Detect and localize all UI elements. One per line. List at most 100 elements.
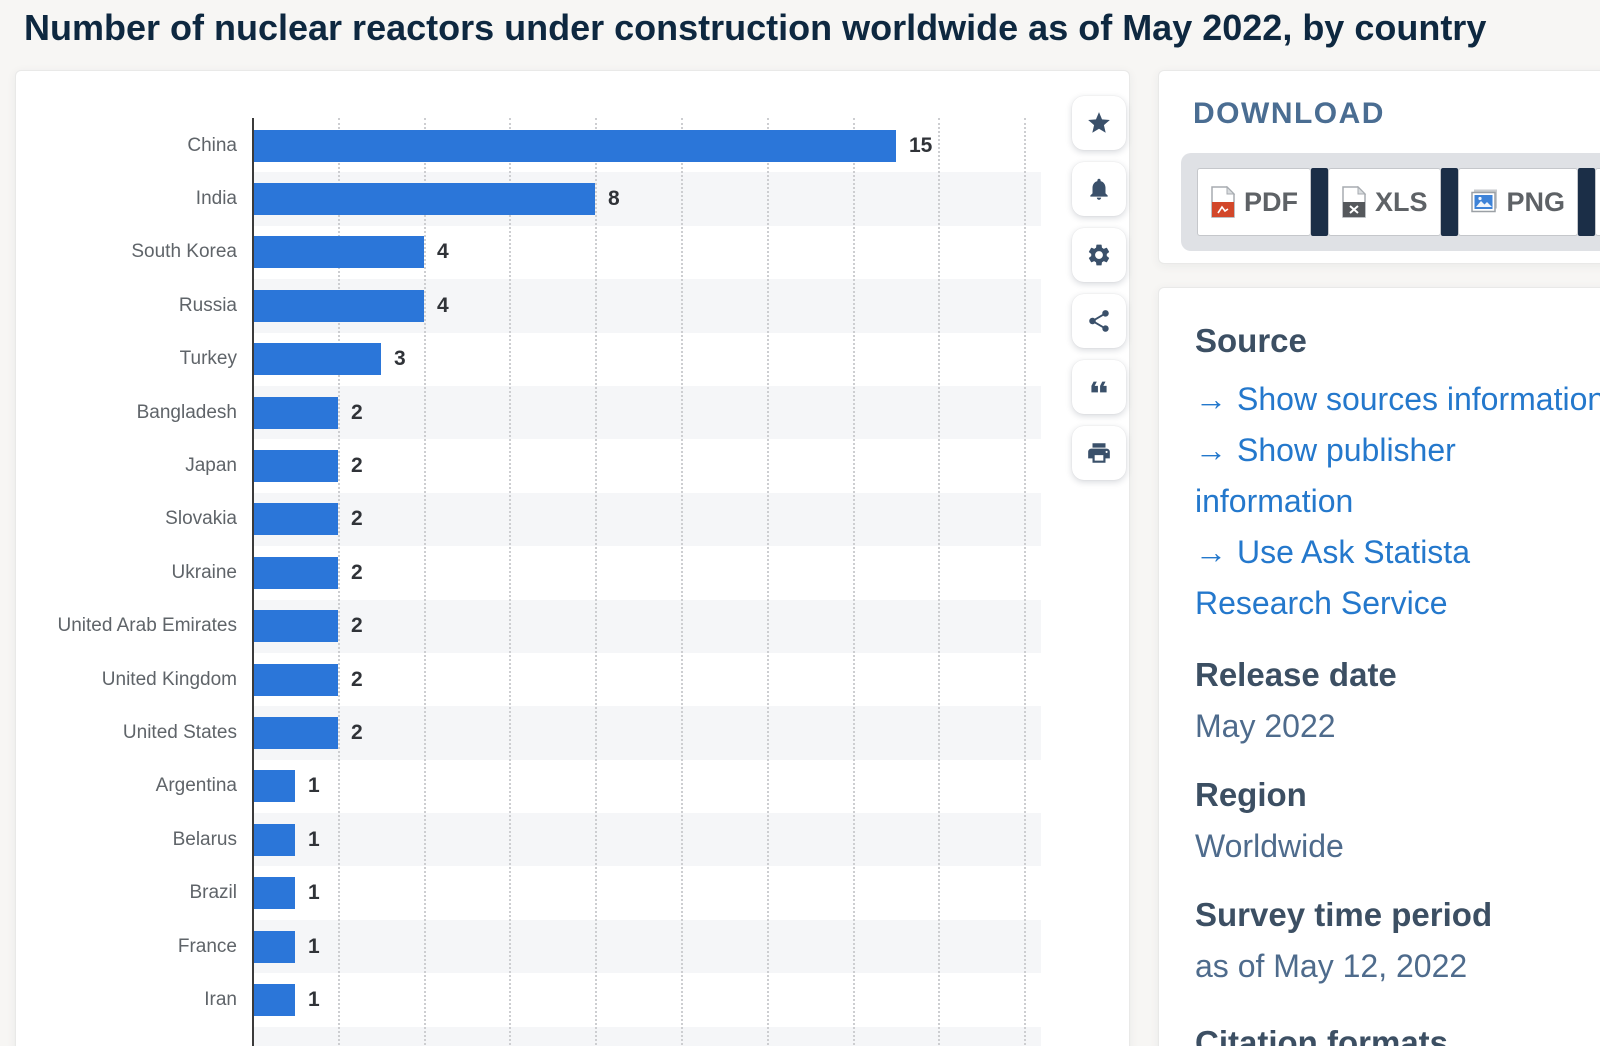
chart-row: South Korea 4	[16, 226, 1129, 279]
value-label: 3	[394, 347, 406, 371]
category-label: Russia	[178, 294, 237, 316]
download-xls-label: XLS	[1375, 186, 1428, 217]
chart-row: United Arab Emirates 2	[16, 599, 1129, 653]
bar[interactable]	[252, 289, 424, 322]
download-card: DOWNLOAD PDF XLS	[1158, 70, 1600, 264]
chart-row: France 1	[16, 919, 1129, 974]
category-label: Ukraine	[171, 561, 237, 583]
bar[interactable]	[252, 770, 295, 803]
bar[interactable]	[252, 129, 896, 162]
cite-button[interactable]	[1072, 360, 1126, 414]
settings-button[interactable]	[1072, 228, 1126, 282]
value-label: 1	[308, 827, 320, 851]
row-plot-area: 2	[252, 653, 1041, 706]
release-date-section: Release date May 2022	[1195, 655, 1600, 749]
region-heading: Region	[1195, 776, 1307, 813]
download-png-button[interactable]: PNG	[1457, 168, 1579, 236]
category-label: Turkey	[179, 348, 237, 370]
chart-toolbar	[1072, 96, 1126, 492]
row-plot-area: 15	[252, 119, 1041, 172]
bar[interactable]	[252, 450, 338, 483]
value-label: 1	[308, 987, 320, 1011]
chart-row: Russia 4	[16, 279, 1129, 333]
citation-section: Citation formats	[1195, 1023, 1600, 1046]
row-plot-area: 2	[252, 706, 1041, 760]
download-pdf-label: PDF	[1244, 186, 1298, 217]
share-button[interactable]	[1072, 294, 1126, 348]
download-pdf-button[interactable]: PDF	[1197, 168, 1311, 236]
chart-card: China 15 India 8 South Korea 4 Russia 4 Turkey 3 B…	[15, 70, 1130, 1046]
show-sources-link-label: Show sources information	[1237, 381, 1600, 417]
value-label: 2	[351, 454, 363, 478]
gear-icon	[1088, 244, 1110, 266]
row-plot-area: 3	[252, 333, 1041, 386]
arrow-icon: →	[1195, 381, 1227, 417]
bar[interactable]	[252, 663, 338, 696]
print-button[interactable]	[1072, 426, 1126, 480]
bar[interactable]	[252, 556, 338, 589]
arrow-icon: →	[1195, 432, 1227, 468]
favorite-button[interactable]	[1072, 96, 1126, 150]
chart-row: United States 2	[16, 706, 1129, 760]
bar[interactable]	[252, 183, 595, 216]
bar[interactable]	[252, 877, 295, 910]
release-date-heading: Release date	[1195, 656, 1397, 693]
download-png-label: PNG	[1506, 186, 1566, 217]
value-label: 1	[308, 934, 320, 958]
value-label: 2	[351, 507, 363, 531]
download-ppt-button[interactable]: PPT	[1595, 168, 1600, 236]
row-plot-area: 1	[252, 760, 1041, 813]
bar[interactable]	[252, 236, 424, 269]
value-label: 1	[308, 881, 320, 905]
value-label: 2	[351, 560, 363, 584]
bar[interactable]	[252, 823, 295, 856]
show-sources-link[interactable]: → Show sources information	[1195, 374, 1600, 425]
category-label: Bangladesh	[136, 401, 237, 423]
chart-row: Iran 1	[16, 973, 1129, 1026]
bar[interactable]	[252, 396, 338, 429]
arrow-icon: →	[1195, 534, 1227, 570]
xls-file-icon	[1342, 186, 1367, 218]
ask-statista-link[interactable]: → Use Ask Statista Research Service	[1195, 527, 1600, 629]
category-label: South Korea	[131, 241, 237, 263]
category-label: United States	[122, 721, 237, 743]
star-icon	[1088, 112, 1110, 133]
row-plot-area: 4	[252, 279, 1041, 333]
chart-row: Turkey 3	[16, 333, 1129, 386]
show-publisher-link[interactable]: → Show publisher information	[1195, 425, 1600, 527]
row-plot-area: 1	[252, 973, 1041, 1026]
value-label: 8	[608, 187, 620, 211]
category-label: United Arab Emirates	[57, 615, 237, 637]
value-label: 2	[351, 614, 363, 638]
category-label: India	[195, 188, 237, 210]
row-plot-area: 1	[252, 813, 1041, 867]
download-separator	[1311, 168, 1328, 236]
bar[interactable]	[252, 930, 295, 963]
bar[interactable]	[252, 983, 295, 1016]
notifications-button[interactable]	[1072, 162, 1126, 216]
bar[interactable]	[252, 610, 338, 643]
bar[interactable]	[252, 503, 338, 536]
meta-card: Source → Show sources information → Show p…	[1158, 287, 1600, 1046]
survey-time-value: as of May 12, 2022	[1195, 948, 1468, 984]
bar[interactable]	[252, 716, 338, 749]
chart-row: Belarus 1	[16, 813, 1129, 867]
chart-row: China 15	[16, 119, 1129, 172]
category-label: China	[187, 134, 237, 156]
page-title: Number of nuclear reactors under constru…	[24, 7, 1487, 48]
show-publisher-link-label: Show publisher information	[1195, 432, 1456, 519]
row-plot-area: 2	[252, 385, 1041, 440]
category-label: United Kingdom	[101, 668, 237, 690]
y-axis-line	[252, 118, 254, 1046]
category-label: Belarus	[172, 828, 237, 850]
chart-row: Ukraine 2	[16, 546, 1129, 599]
value-label: 2	[351, 400, 363, 424]
bar[interactable]	[252, 343, 381, 376]
source-links: → Show sources information → Show publishe…	[1195, 374, 1600, 629]
download-separator	[1578, 168, 1596, 236]
chart-row: Brazil 1	[16, 866, 1129, 919]
chart-row: Bangladesh 2	[16, 385, 1129, 440]
category-label: Iran	[204, 988, 237, 1010]
download-xls-button[interactable]: XLS	[1328, 168, 1441, 236]
